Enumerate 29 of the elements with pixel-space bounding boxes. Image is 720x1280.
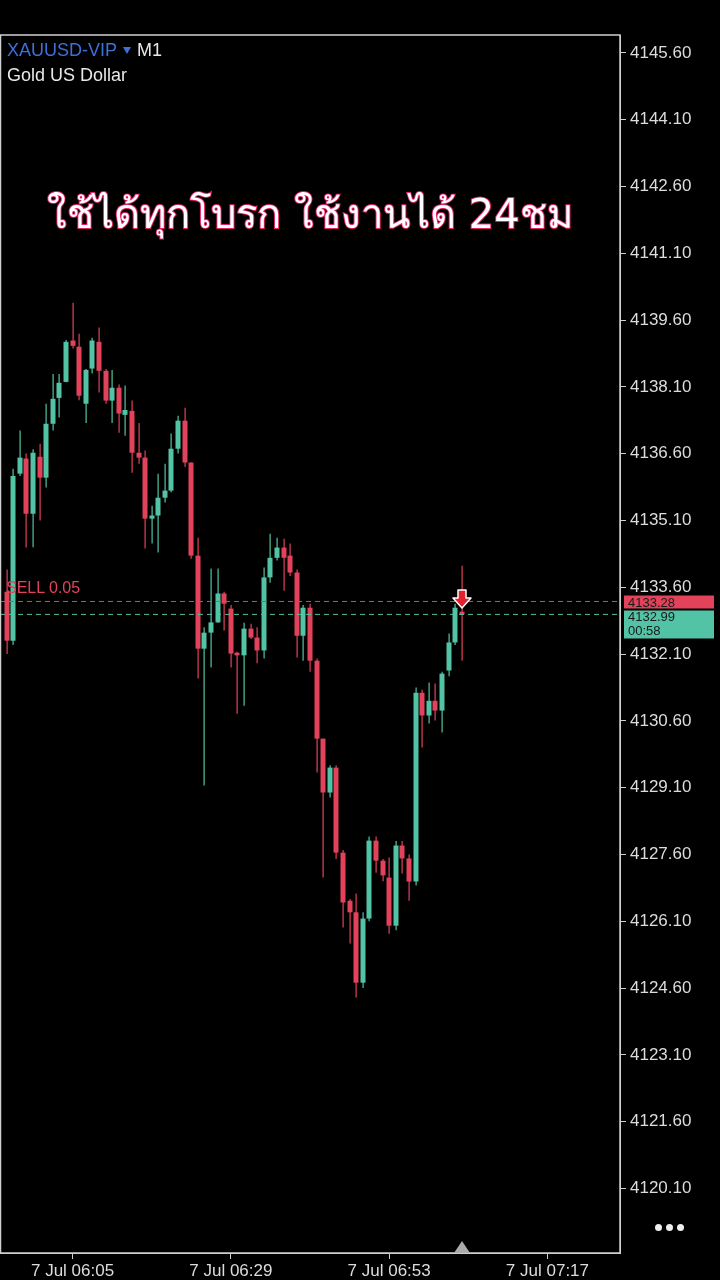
x-tick-label: 7 Jul 07:17: [505, 1260, 590, 1280]
y-tick-label: 4129.10: [630, 777, 692, 797]
annotation: M1: [137, 40, 163, 60]
y-tick-label: 4145.60: [630, 42, 692, 62]
annotation: ใช้ได้ทุกโบรก ใช้งานได้ 24ชม: [46, 190, 574, 241]
x-tick-label: 7 Jul 06:29: [189, 1260, 273, 1280]
y-tick-label: 4133.60: [630, 576, 692, 596]
y-tick-label: 4124.60: [630, 977, 692, 997]
text: 00:58: [628, 623, 661, 639]
y-tick-label: 4135.10: [630, 510, 692, 530]
y-tick-label: 4127.60: [630, 844, 692, 864]
y-tick-label: 4123.10: [630, 1044, 692, 1064]
x-tick-label: 7 Jul 06:05: [30, 1260, 115, 1280]
ref-line-label: 4132.99: [628, 609, 675, 625]
chart-title: XAUUSD-VIP: [7, 40, 118, 60]
y-tick-label: 4142.60: [630, 176, 692, 196]
y-tick-label: 4144.10: [630, 109, 692, 129]
y-tick-label: 4136.60: [630, 443, 692, 463]
y-tick-label: 4126.10: [630, 910, 692, 930]
y-tick-label: 4130.60: [630, 710, 692, 730]
ref-line-label: 4133.28: [628, 594, 675, 610]
x-tick-label: 7 Jul 06:53: [347, 1260, 431, 1280]
y-tick-label: 4141.10: [630, 242, 692, 262]
y-tick-label: 4138.10: [630, 376, 692, 396]
y-tick-label: 4121.60: [630, 1111, 692, 1131]
y-tick-label: 4120.10: [630, 1178, 692, 1198]
text: Gold US Dollar: [7, 65, 128, 86]
y-tick-label: 4132.10: [630, 643, 692, 663]
y-tick-label: 4139.60: [630, 309, 692, 329]
